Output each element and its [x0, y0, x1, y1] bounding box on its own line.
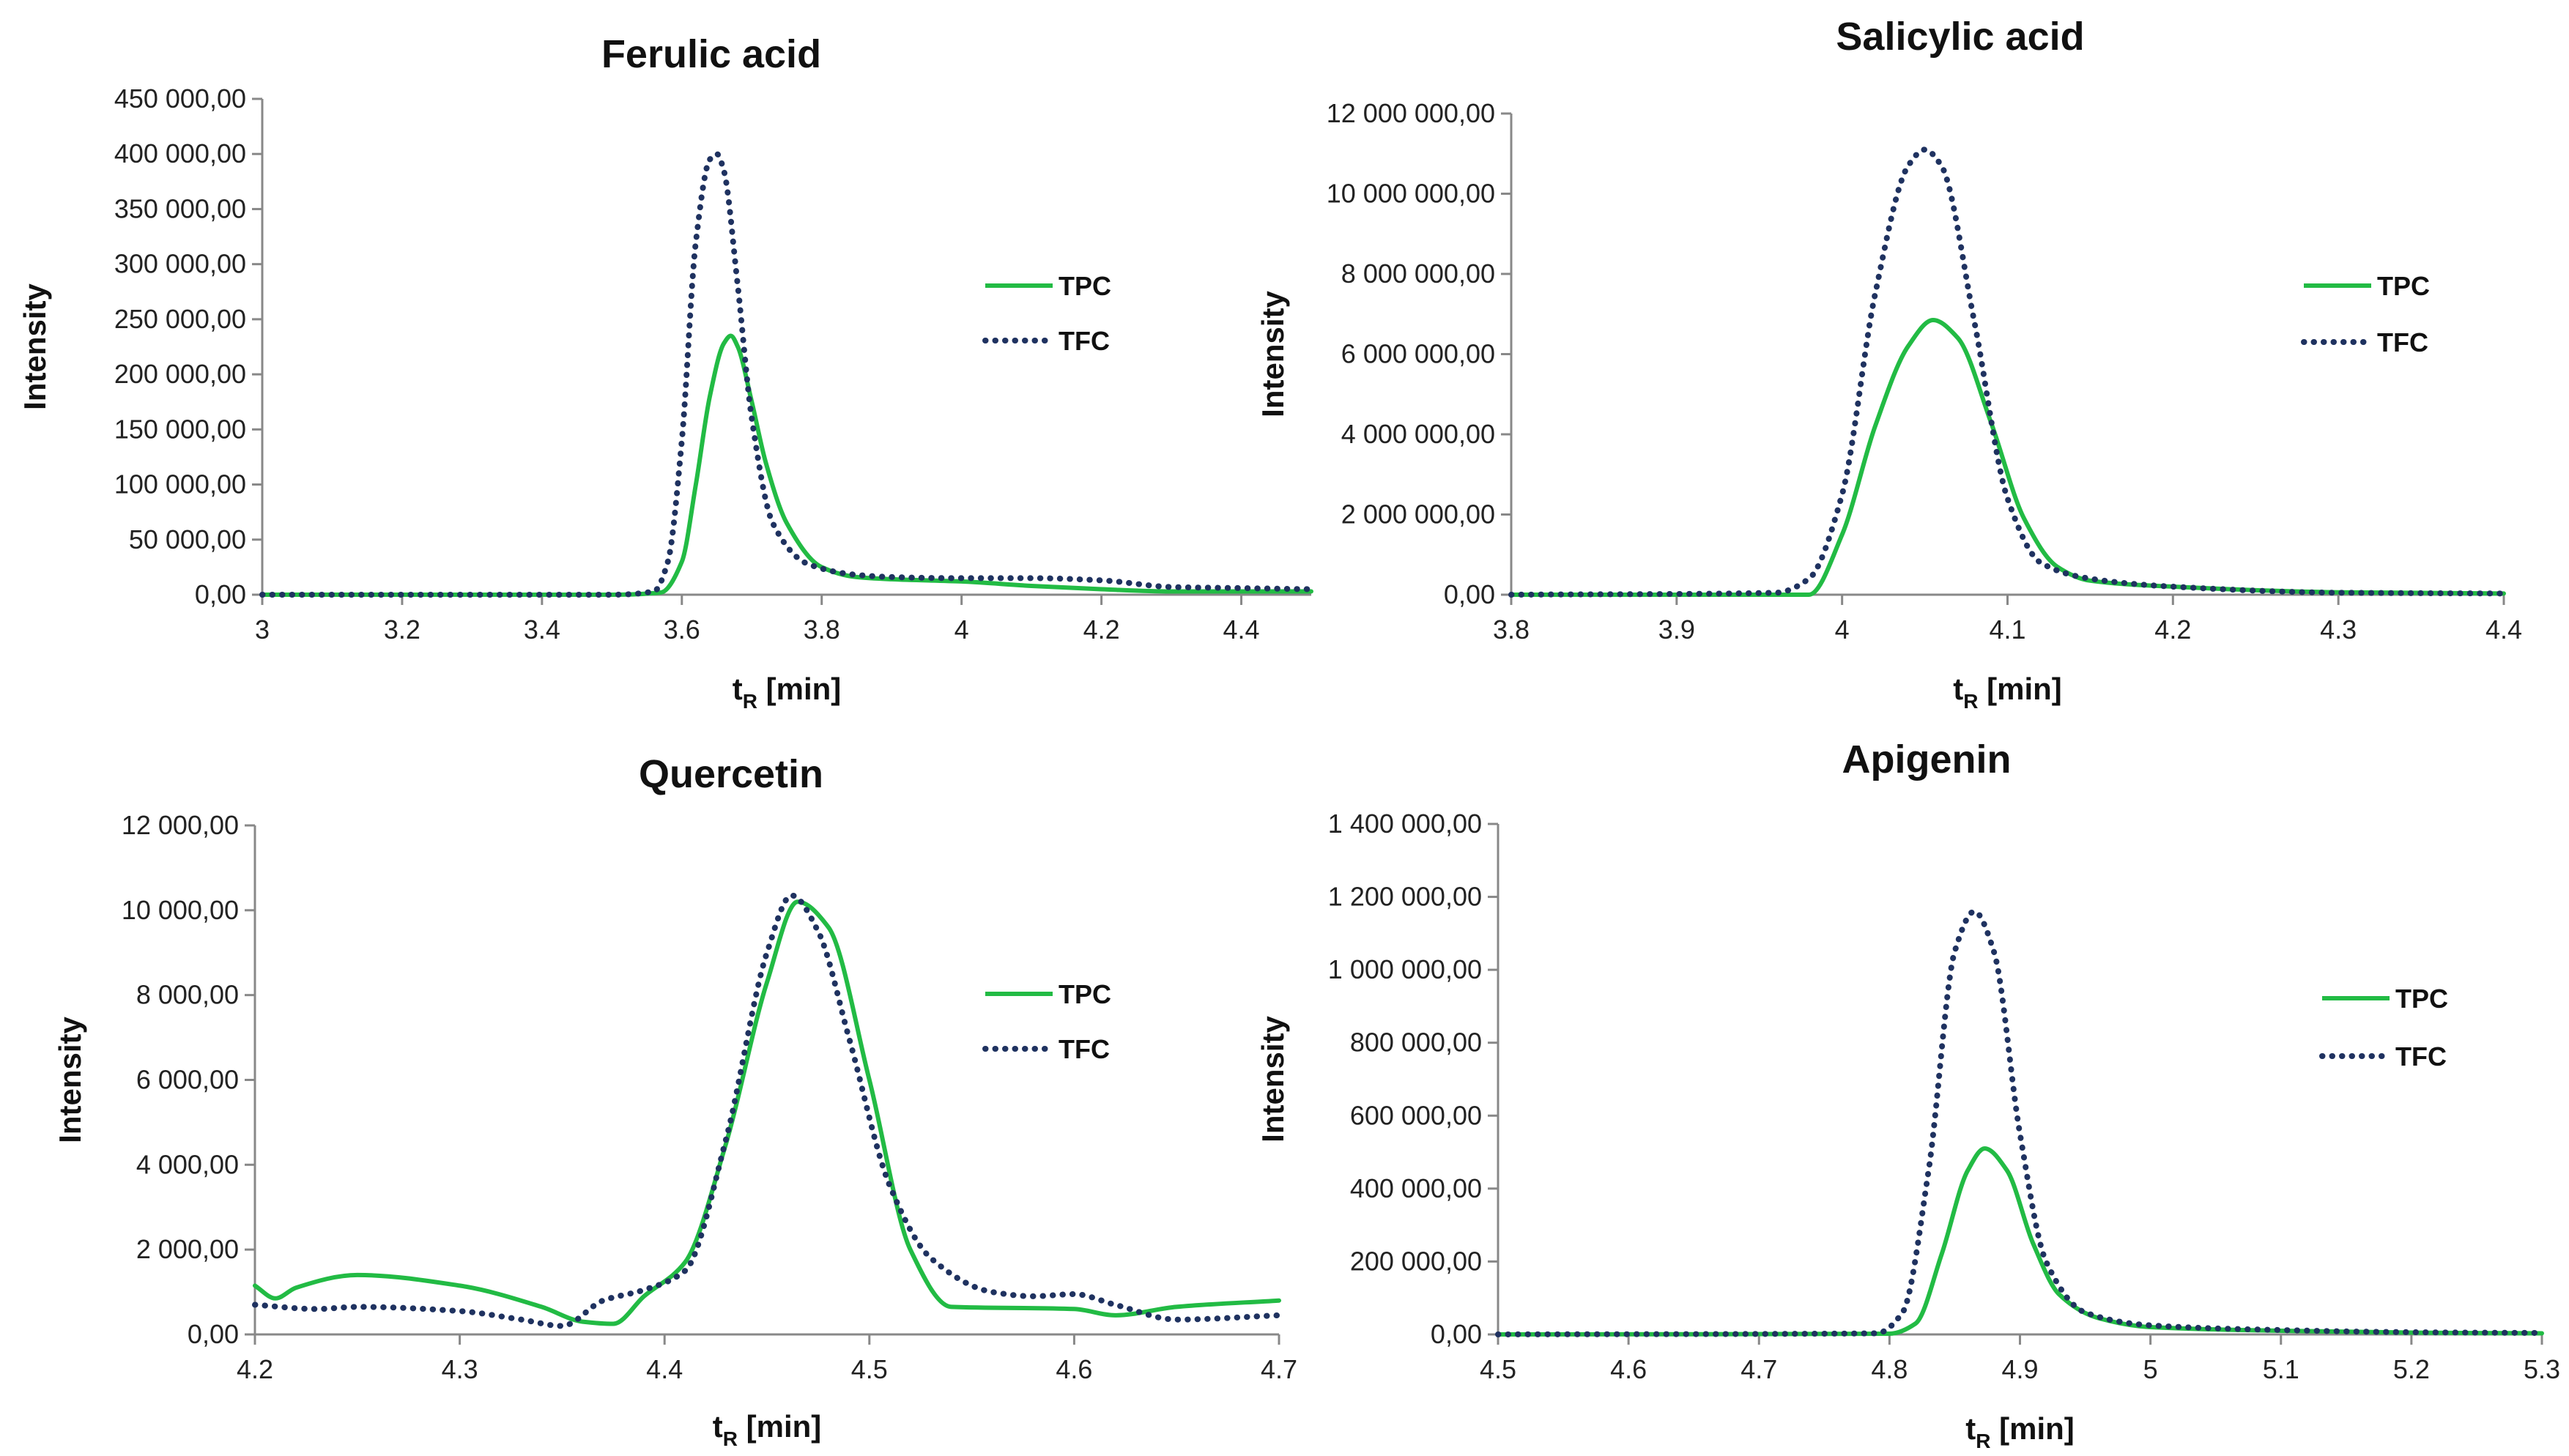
x-tick-label: 4.8 — [1871, 1354, 1908, 1384]
y-tick-label: 50 000,00 — [129, 524, 246, 554]
y-tick-label: 4 000 000,00 — [1341, 419, 1495, 449]
chart-apigenin: Apigenin 0,00 200 000,00 400 000,00 600 000,… — [1256, 738, 2560, 1452]
x-axis-label: tR [min] — [1965, 1411, 2075, 1452]
chart-title: Apigenin — [1842, 738, 2012, 781]
legend-label-tpc: TPC — [2377, 271, 2430, 301]
chart-title: Salicylic acid — [1836, 15, 2084, 59]
x-axis-label: tR [min] — [1953, 672, 2062, 713]
y-axis-label: Intensity — [1256, 291, 1290, 417]
x-tick-label: 4.6 — [1610, 1354, 1647, 1384]
y-tick-label: 1 400 000,00 — [1328, 809, 1482, 839]
y-tick-label: 350 000,00 — [114, 193, 246, 223]
chart-quercetin: Quercetin 0,00 2 000,00 4 000,00 6 000,00 8 0… — [53, 752, 1297, 1450]
series-line-tfc — [259, 151, 1314, 598]
x-tick-label: 4.1 — [1989, 614, 2025, 645]
x-tick-label: 4.4 — [1223, 614, 1260, 645]
x-tick-label: 4.6 — [1056, 1354, 1092, 1384]
y-tick-label: 2 000 000,00 — [1341, 499, 1495, 530]
y-tick-label: 6 000 000,00 — [1341, 339, 1495, 369]
chart-title: Ferulic acid — [601, 32, 821, 76]
series-line-tpc — [253, 899, 1281, 1326]
y-axis-label: Intensity — [1256, 1016, 1290, 1143]
x-tick-label: 4.2 — [1083, 614, 1120, 645]
y-axis-label: Intensity — [18, 283, 52, 410]
y-tick-label: 4 000,00 — [136, 1149, 239, 1179]
y-tick-label: 250 000,00 — [114, 304, 246, 334]
chart-title: Quercetin — [639, 752, 823, 796]
chart-salicylic: Salicylic acid 0,00 2 000 000,00 4 000 000,… — [1256, 15, 2522, 713]
x-tick-label: 3.4 — [524, 614, 560, 645]
series-line-tpc — [260, 333, 1313, 598]
y-tick-label: 0,00 — [1431, 1319, 1482, 1349]
y-tick-label: 600 000,00 — [1350, 1100, 1482, 1130]
legend-label-tpc: TPC — [1059, 271, 1111, 301]
y-tick-label: 10 000,00 — [122, 895, 239, 925]
x-tick-label: 4.7 — [1261, 1354, 1297, 1384]
x-tick-label: 3.8 — [1493, 614, 1530, 645]
series-line-tpc — [1509, 318, 2506, 598]
y-tick-label: 10 000 000,00 — [1327, 179, 1495, 209]
series-line-tfc — [1495, 908, 2545, 1337]
y-tick-label: 150 000,00 — [114, 414, 246, 444]
y-tick-label: 1 200 000,00 — [1328, 882, 1482, 912]
x-tick-label: 3.8 — [804, 614, 840, 645]
legend-label-tfc: TFC — [2377, 327, 2428, 357]
x-tick-label: 3 — [255, 614, 270, 645]
x-tick-label: 4.2 — [2154, 614, 2191, 645]
y-tick-label: 12 000,00 — [122, 810, 239, 840]
chart-ferulic: Ferulic acid 0,00 50 000,00 100 000,00 150 0… — [18, 32, 1314, 713]
x-tick-label: 4.4 — [646, 1354, 683, 1384]
y-tick-label: 1 000 000,00 — [1328, 954, 1482, 984]
y-tick-label: 400 000,00 — [114, 138, 246, 168]
series-line-tfc — [252, 892, 1282, 1329]
x-tick-label: 4.7 — [1741, 1354, 1777, 1384]
x-tick-label: 5 — [2143, 1354, 2158, 1384]
y-tick-label: 200 000,00 — [1350, 1246, 1482, 1276]
y-tick-label: 8 000,00 — [136, 980, 239, 1010]
x-tick-label: 3.9 — [1658, 614, 1695, 645]
legend-label-tpc: TPC — [1059, 979, 1111, 1009]
x-tick-label: 5.3 — [2524, 1354, 2560, 1384]
y-axis-label: Intensity — [53, 1017, 87, 1143]
y-tick-label: 800 000,00 — [1350, 1028, 1482, 1058]
legend-label-tfc: TFC — [1059, 326, 1110, 356]
legend-label-tfc: TFC — [1059, 1034, 1110, 1064]
x-tick-label: 4.5 — [851, 1354, 888, 1384]
y-tick-label: 0,00 — [188, 1319, 239, 1349]
y-tick-label: 0,00 — [1444, 579, 1495, 609]
y-tick-label: 450 000,00 — [114, 83, 246, 114]
x-tick-label: 4.2 — [237, 1354, 273, 1384]
y-tick-label: 6 000,00 — [136, 1065, 239, 1095]
series-line-tpc — [1496, 1146, 2544, 1337]
x-tick-label: 4.9 — [2001, 1354, 2038, 1384]
legend-label-tpc: TPC — [2395, 984, 2448, 1014]
x-tick-label: 3.2 — [384, 614, 420, 645]
x-tick-label: 5.1 — [2263, 1354, 2299, 1384]
y-tick-label: 300 000,00 — [114, 249, 246, 279]
x-tick-label: 4.5 — [1480, 1354, 1516, 1384]
series-line-tfc — [1508, 146, 2507, 598]
y-tick-label: 100 000,00 — [114, 469, 246, 499]
y-tick-label: 0,00 — [195, 579, 246, 609]
x-axis-label: tR [min] — [733, 672, 842, 713]
x-tick-label: 4.3 — [442, 1354, 478, 1384]
x-tick-label: 4.3 — [2320, 614, 2357, 645]
y-tick-label: 200 000,00 — [114, 359, 246, 389]
x-tick-label: 4.4 — [2485, 614, 2522, 645]
x-tick-label: 4 — [1835, 614, 1850, 645]
y-tick-label: 12 000 000,00 — [1327, 98, 1495, 128]
y-tick-label: 2 000,00 — [136, 1234, 239, 1264]
legend-label-tfc: TFC — [2395, 1041, 2447, 1071]
y-tick-label: 8 000 000,00 — [1341, 259, 1495, 289]
y-tick-label: 400 000,00 — [1350, 1173, 1482, 1203]
x-tick-label: 3.6 — [664, 614, 700, 645]
x-tick-label: 4 — [954, 614, 969, 645]
x-tick-label: 5.2 — [2393, 1354, 2430, 1384]
x-axis-label: tR [min] — [713, 1409, 822, 1450]
